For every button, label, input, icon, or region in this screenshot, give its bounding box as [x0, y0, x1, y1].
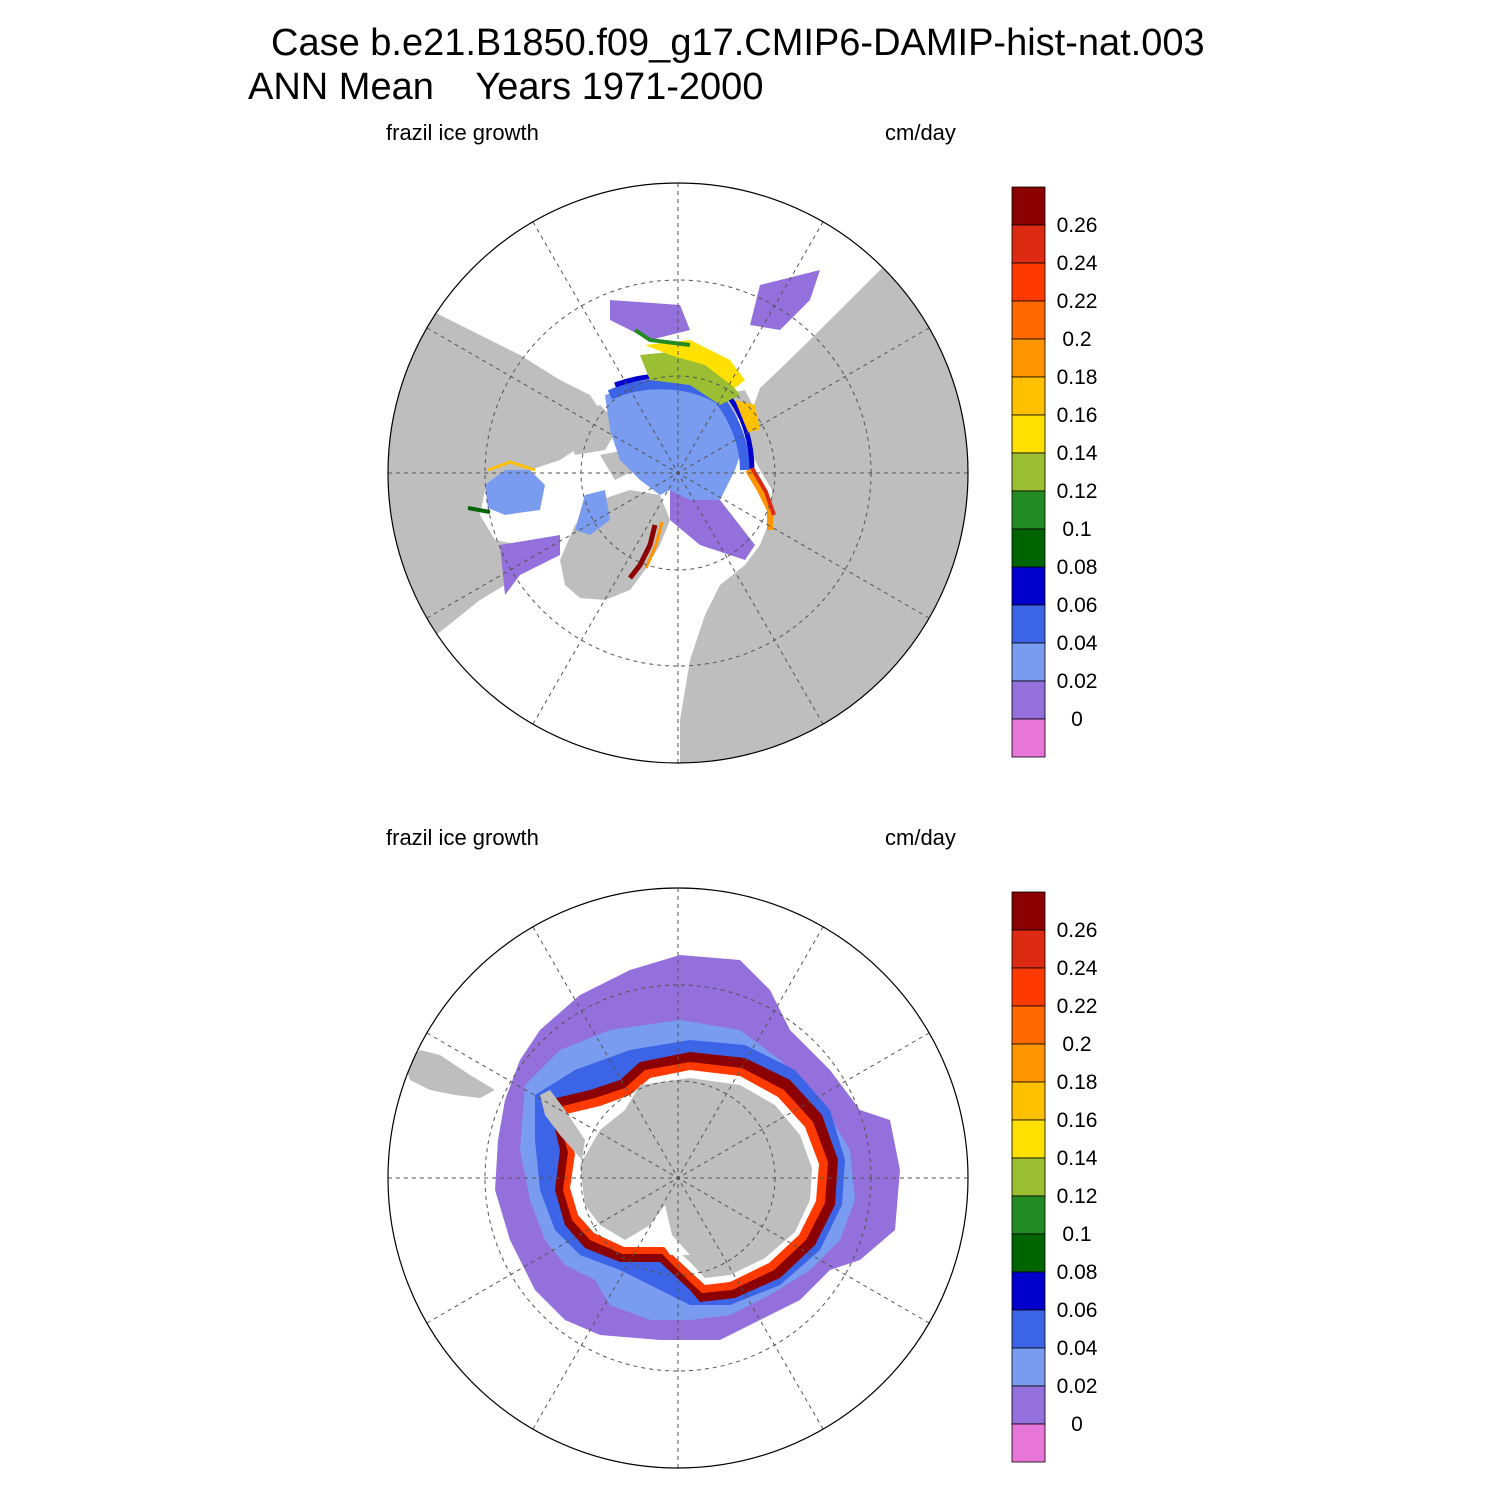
north-colorbar-box-5 — [1011, 376, 1046, 416]
north-colorbar-box-0 — [1011, 186, 1046, 226]
figure-title-case: Case b.e21.B1850.f09_g17.CMIP6-DAMIP-his… — [271, 22, 1205, 64]
north-colorbar-tick-label: 0.26 — [1057, 214, 1098, 237]
north-colorbar-box-13 — [1011, 680, 1046, 720]
south-colorbar-box-2 — [1011, 967, 1046, 1007]
south-colorbar-box-8 — [1011, 1195, 1046, 1235]
north-field-0-0.02 — [610, 300, 690, 340]
north-colorbar-tick-label: 0.14 — [1057, 442, 1098, 465]
south-colorbar: 0.26 0.24 0.22 0.2 0.18 0.16 0.14 0.12 0.1 0.08 0.… — [1011, 891, 1098, 1463]
south-colorbar-box-10 — [1011, 1271, 1046, 1311]
north-colorbar-tick-label: 0.24 — [1057, 252, 1098, 275]
north-colorbar-box-2 — [1011, 262, 1046, 302]
south-colorbar-box-5 — [1011, 1081, 1046, 1121]
south-panel-variable-label: frazil ice growth — [386, 825, 539, 850]
north-colorbar-tick-label: 0.18 — [1057, 366, 1098, 389]
north-colorbar-tick-label: 0.06 — [1057, 594, 1098, 617]
south-panel-units-label: cm/day — [885, 825, 956, 850]
south-graticule — [388, 888, 968, 1468]
south-colorbar-tick-label: 0.12 — [1057, 1185, 1098, 1208]
north-polar-map — [387, 182, 969, 764]
south-colorbar-box-14 — [1011, 1423, 1046, 1463]
north-colorbar-box-6 — [1011, 414, 1046, 454]
north-colorbar-tick-label: 0.12 — [1057, 480, 1098, 503]
figure-title-period: ANN Mean Years 1971-2000 — [248, 66, 764, 108]
south-colorbar-box-1 — [1011, 929, 1046, 969]
south-colorbar-box-11 — [1011, 1309, 1046, 1349]
north-colorbar-tick-label: 0 — [1071, 708, 1083, 731]
north-colorbar-box-7 — [1011, 452, 1046, 492]
north-graticule — [388, 183, 968, 763]
north-colorbar-box-3 — [1011, 300, 1046, 340]
north-colorbar-tick-label: 0.22 — [1057, 290, 1098, 313]
south-land-antarctic-peninsula — [540, 1090, 585, 1160]
south-colorbar-tick-label: 0.22 — [1057, 995, 1098, 1018]
south-colorbar-tick-label: 0.08 — [1057, 1261, 1098, 1284]
north-field-0.02-0.04 — [605, 385, 745, 500]
south-colorbar-box-13 — [1011, 1385, 1046, 1425]
south-colorbar-box-9 — [1011, 1233, 1046, 1273]
south-colorbar-box-7 — [1011, 1157, 1046, 1197]
south-colorbar-box-3 — [1011, 1005, 1046, 1045]
south-colorbar-tick-label: 0.2 — [1062, 1033, 1091, 1056]
south-colorbar-tick-label: 0.18 — [1057, 1071, 1098, 1094]
north-colorbar-tick-label: 0.08 — [1057, 556, 1098, 579]
south-colorbar-box-0 — [1011, 891, 1046, 931]
north-panel-units-label: cm/day — [885, 120, 956, 145]
north-land-eurasia — [680, 230, 968, 763]
north-colorbar-tick-label: 0.02 — [1057, 670, 1098, 693]
north-colorbar-box-14 — [1011, 718, 1046, 758]
north-colorbar-box-1 — [1011, 224, 1046, 264]
south-colorbar-tick-label: 0.24 — [1057, 957, 1098, 980]
north-colorbar-tick-label: 0.16 — [1057, 404, 1098, 427]
north-colorbar-box-12 — [1011, 642, 1046, 682]
north-field-high-growth-siberian-shelf — [640, 350, 740, 405]
north-colorbar: 0.26 0.24 0.22 0.2 0.18 0.16 0.14 0.12 0.1 0.08 0.… — [1011, 186, 1098, 758]
south-colorbar-box-12 — [1011, 1347, 1046, 1387]
north-colorbar-box-11 — [1011, 604, 1046, 644]
north-colorbar-box-10 — [1011, 566, 1046, 606]
north-colorbar-box-4 — [1011, 338, 1046, 378]
south-land-south-america — [405, 1050, 495, 1098]
north-colorbar-box-9 — [1011, 528, 1046, 568]
south-colorbar-box-4 — [1011, 1043, 1046, 1083]
south-colorbar-tick-label: 0.1 — [1062, 1223, 1091, 1246]
south-colorbar-tick-label: 0.02 — [1057, 1375, 1098, 1398]
north-colorbar-box-8 — [1011, 490, 1046, 530]
south-polar-map — [387, 887, 969, 1469]
south-colorbar-tick-label: 0.14 — [1057, 1147, 1098, 1170]
south-colorbar-tick-label: 0.04 — [1057, 1337, 1098, 1360]
north-panel-variable-label: frazil ice growth — [386, 120, 539, 145]
south-colorbar-tick-label: 0.16 — [1057, 1109, 1098, 1132]
south-colorbar-box-6 — [1011, 1119, 1046, 1159]
south-colorbar-tick-label: 0 — [1071, 1413, 1083, 1436]
north-colorbar-tick-label: 0.04 — [1057, 632, 1098, 655]
north-colorbar-tick-label: 0.1 — [1062, 518, 1091, 541]
north-hudson-bay — [485, 470, 545, 515]
north-colorbar-tick-label: 0.2 — [1062, 328, 1091, 351]
south-colorbar-tick-label: 0.06 — [1057, 1299, 1098, 1322]
south-colorbar-tick-label: 0.26 — [1057, 919, 1098, 942]
